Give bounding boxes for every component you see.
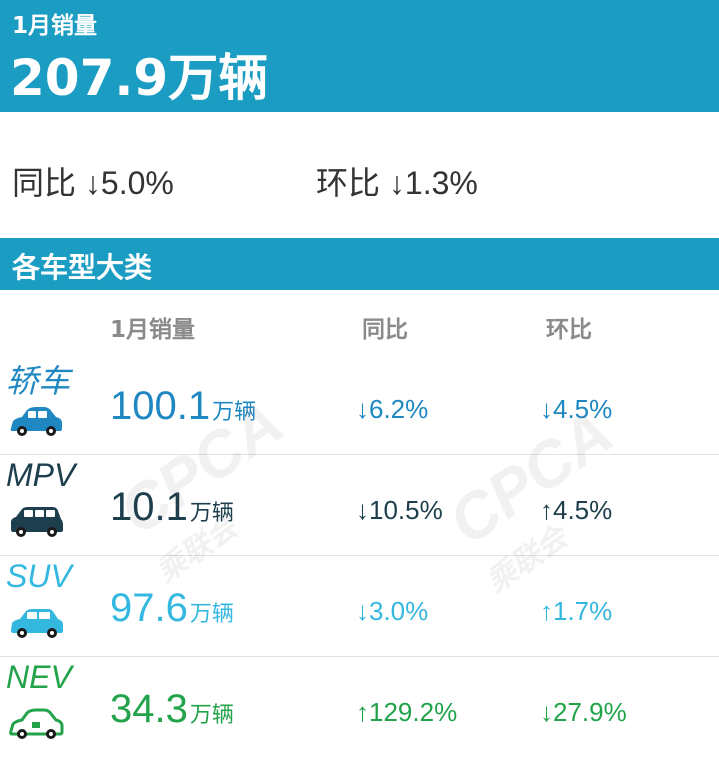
table-row-suv: SUV 97.6万辆 ↓3.0% ↑1.7% <box>0 556 719 657</box>
sedan-icon <box>10 407 63 436</box>
header-total-value: 207.9万辆 <box>10 49 269 107</box>
row-name: 轿车 <box>6 363 71 399</box>
header-label: 1月销量 <box>12 13 98 39</box>
mpv-icon <box>11 507 63 537</box>
column-header-mom: 环比 <box>546 317 592 343</box>
column-header-yoy: 同比 <box>362 317 408 343</box>
summary-row: 同比 ↓5.0% 环比 ↓1.3% <box>0 112 719 238</box>
row-yoy: ↑129.2% <box>356 697 458 727</box>
row-sales-unit: 万辆 <box>189 602 234 627</box>
row-sales-value: 10.1万辆 <box>110 485 234 529</box>
row-sales-value: 97.6万辆 <box>110 586 234 630</box>
row-sales-value: 100.1万辆 <box>110 384 257 428</box>
row-yoy: ↓6.2% <box>356 394 429 424</box>
row-name: NEV <box>6 659 72 695</box>
row-yoy: ↓3.0% <box>356 596 429 626</box>
table-row-nev: NEV 34.3万辆 ↑129.2% ↓27.9% <box>0 657 719 757</box>
row-yoy: ↓10.5% <box>356 495 443 525</box>
summary-yoy: 同比 ↓5.0% <box>12 165 174 201</box>
row-sales-unit: 万辆 <box>189 501 234 526</box>
column-header-sales: 1月销量 <box>110 317 196 343</box>
header-banner: 1月销量 207.9万辆 <box>0 0 719 112</box>
row-mom: ↑4.5% <box>540 495 613 525</box>
row-sales-unit: 万辆 <box>212 400 257 425</box>
row-name: MPV <box>6 457 76 493</box>
nev-icon <box>9 708 64 739</box>
section-title: 各车型大类 <box>12 251 153 284</box>
row-mom: ↑1.7% <box>540 596 613 626</box>
row-mom: ↓4.5% <box>540 394 613 424</box>
row-name: SUV <box>6 558 72 594</box>
row-mom: ↓27.9% <box>540 697 627 727</box>
suv-icon <box>11 609 63 638</box>
summary-mom: 环比 ↓1.3% <box>316 165 478 201</box>
table-row-mpv: MPV 10.1万辆 ↓10.5% ↑4.5% <box>0 455 719 556</box>
section-header: 各车型大类 <box>0 238 719 290</box>
table-row-sedan: 轿车 100.1万辆 ↓6.2% ↓4.5% <box>0 354 719 455</box>
row-sales-value: 34.3万辆 <box>110 687 234 731</box>
row-sales-unit: 万辆 <box>189 703 234 728</box>
